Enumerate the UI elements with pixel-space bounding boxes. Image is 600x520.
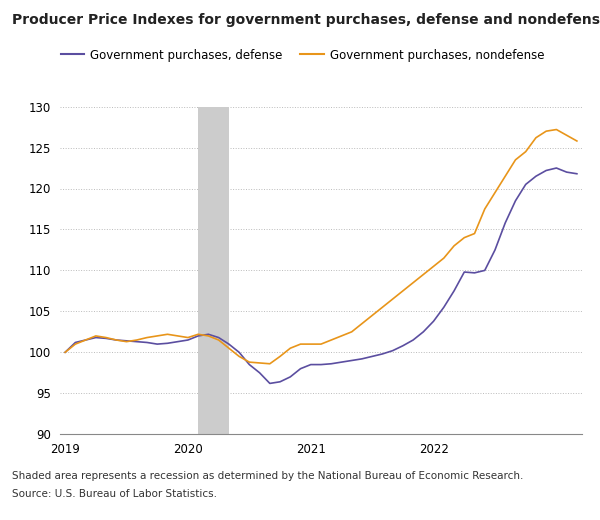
Text: Producer Price Indexes for government purchases, defense and nondefense: Producer Price Indexes for government pu…: [12, 13, 600, 27]
Bar: [198, 107, 229, 434]
Text: Shaded area represents a recession as determined by the National Bureau of Econo: Shaded area represents a recession as de…: [12, 471, 523, 480]
Text: Source: U.S. Bureau of Labor Statistics.: Source: U.S. Bureau of Labor Statistics.: [12, 489, 217, 499]
Legend: Government purchases, defense, Government purchases, nondefense: Government purchases, defense, Governmen…: [61, 49, 544, 62]
